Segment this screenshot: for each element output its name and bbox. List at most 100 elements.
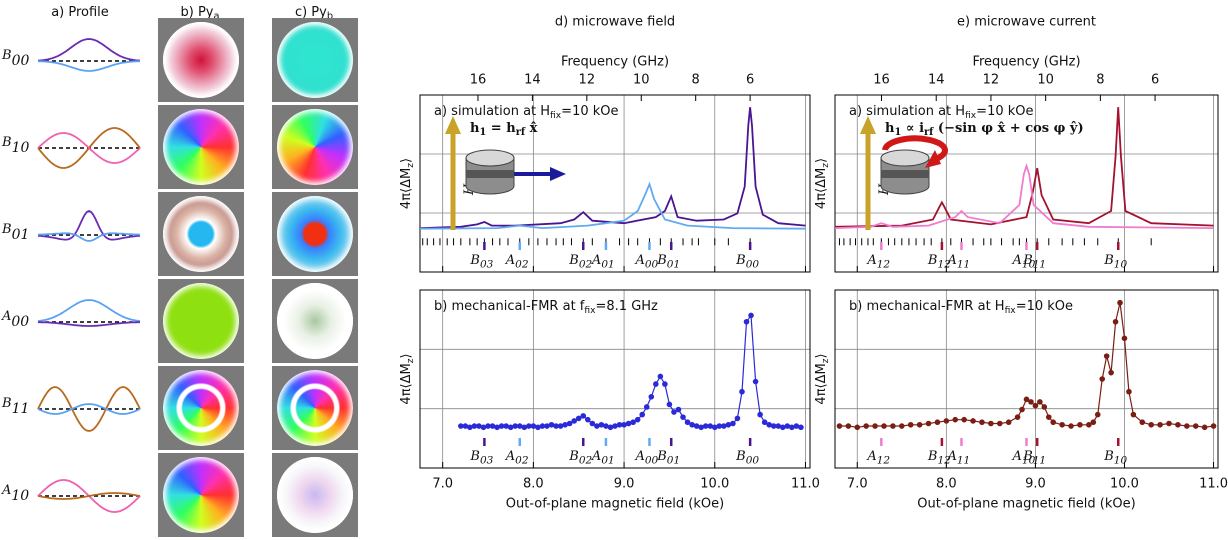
data-point [1157, 421, 1163, 428]
text-part: = h [486, 121, 516, 136]
data-point [467, 424, 473, 431]
text-part: A [1012, 253, 1022, 268]
data-point [530, 423, 537, 429]
data-point [666, 401, 673, 408]
data-point [498, 423, 505, 429]
mode-label: B01 [1, 222, 29, 244]
mode-label: B11 [1022, 253, 1046, 271]
text-part: 4π⟨ΔM [399, 363, 414, 404]
data-point [1077, 421, 1083, 428]
mode-label: B03 [469, 253, 493, 271]
text-part: A [1012, 449, 1022, 464]
text-part: 03 [480, 259, 494, 271]
text-part: 4π⟨ΔM [399, 168, 414, 209]
data-point [716, 423, 723, 429]
data-point [598, 421, 605, 428]
mode-label: B01 [656, 253, 680, 271]
mode-label: B11 [1, 396, 29, 418]
x-tick-label: 9.0 [1025, 477, 1046, 492]
data-point [643, 404, 650, 410]
data-point [1014, 414, 1021, 420]
profile-curve [38, 321, 140, 327]
data-point [872, 423, 878, 429]
disk [163, 457, 239, 533]
text-part: 01 [601, 455, 614, 467]
data-point [1192, 423, 1199, 429]
mode-label: A01 [591, 449, 615, 467]
mode-image [158, 279, 244, 363]
text-part: 4π⟨ΔM [814, 363, 829, 404]
data-point [503, 423, 509, 429]
plot-frame [419, 289, 811, 469]
data-point [734, 415, 741, 422]
mode-label: B03 [469, 449, 493, 467]
panel-title: d) microwave field [555, 15, 675, 30]
column-header: c) Pyb [295, 5, 333, 23]
x-axis-label: Out-of-plane magnetic field (kOe) [917, 497, 1135, 512]
text-part: B [1, 396, 12, 411]
x-tick-label: 10.0 [700, 477, 729, 492]
data-point [462, 423, 469, 429]
text-part: B [1022, 253, 1033, 268]
text-part: 10 [1022, 455, 1036, 467]
data-point [711, 424, 718, 431]
text-part: z [820, 358, 830, 363]
data-point [544, 423, 550, 429]
disk [277, 457, 353, 533]
data-point [890, 423, 896, 429]
text-part: A [946, 449, 956, 464]
y-axis-label: 4π⟨ΔMz⟩ [814, 158, 831, 209]
text-part: 00 [12, 53, 30, 69]
text-part: A [591, 449, 601, 464]
x-tick-label: 7.0 [432, 477, 453, 492]
data-point [766, 421, 772, 428]
data-point [1148, 421, 1154, 428]
data-point [1028, 399, 1034, 405]
x-tick-label: 11.0 [791, 477, 820, 492]
text-part: A [634, 253, 644, 268]
data-point [854, 424, 861, 431]
data-point [988, 420, 994, 427]
data-point [1108, 369, 1114, 376]
text-part: h [885, 121, 895, 136]
disk [163, 370, 239, 446]
data-point [943, 418, 950, 424]
text-part: 12 [877, 259, 891, 271]
x-tick-label: 8.0 [936, 477, 957, 492]
text-part: 12 [937, 455, 951, 467]
data-point [458, 423, 464, 429]
data-point [571, 418, 577, 424]
data-point [675, 406, 682, 413]
data-point [512, 423, 519, 429]
series-line [460, 313, 802, 428]
x2-tick-label: 12 [983, 73, 1000, 88]
text-part: A [505, 449, 515, 464]
text-part: 10 [1114, 259, 1128, 271]
x2-tick-label: 16 [470, 73, 487, 88]
mode-image [272, 453, 358, 537]
data-point [789, 424, 795, 431]
mode-label: A01 [591, 253, 615, 271]
x2-tick-label: 12 [579, 73, 596, 88]
profile-curve [37, 386, 141, 432]
text-part: A [1, 309, 11, 324]
data-point [748, 312, 754, 319]
data-point [1166, 420, 1172, 427]
data-point [535, 424, 541, 431]
mode-label: A10 [1012, 449, 1036, 467]
subplot-annotation: a) simulation at Hfix=10 kOe [434, 104, 619, 121]
data-point [539, 423, 546, 429]
text-part: 12 [877, 455, 891, 467]
magnet-top [465, 149, 515, 167]
data-point [653, 381, 659, 387]
data-point [480, 424, 487, 431]
data-point [616, 421, 623, 428]
data-point [881, 423, 887, 429]
x2-axis-label: Frequency (GHz) [561, 55, 669, 70]
data-point [707, 423, 714, 429]
text-part: 02 [515, 259, 529, 271]
data-point [1041, 404, 1048, 410]
subplot-annotation: b) mechanical-FMR at Hfix=10 kOe [849, 299, 1073, 316]
text-part: fix [584, 305, 596, 315]
